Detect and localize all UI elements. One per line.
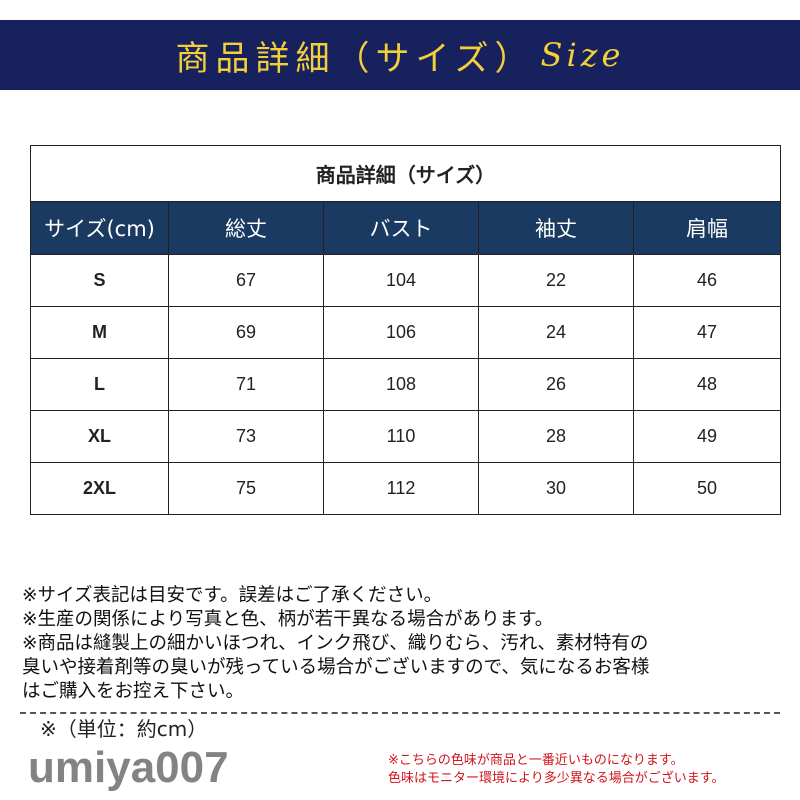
note-line: ※商品は縫製上の細かいほつれ、インク飛び、織りむら、汚れ、素材特有の (22, 633, 649, 654)
note-line: はご購入をお控え下さい。 (22, 681, 245, 702)
note-line: ※サイズ表記は目安です。誤差はご了承ください。 (22, 585, 443, 606)
table-row: M 69 106 24 47 (30, 306, 782, 359)
measurement-cell: 75 (168, 462, 324, 515)
measurement-cell: 28 (478, 410, 634, 463)
size-label-cell: S (30, 254, 169, 307)
measurement-cell: 46 (632, 254, 782, 307)
measurement-cell: 112 (323, 462, 479, 515)
table-row: S 67 104 22 46 (30, 254, 782, 307)
measurement-cell: 67 (168, 254, 324, 307)
header-shoulder: 肩幅 (632, 201, 782, 255)
measurement-cell: 69 (168, 306, 324, 359)
dashed-divider (20, 712, 780, 714)
header-bust: バスト (323, 201, 479, 255)
note-line: ※生産の関係により写真と色、柄が若干異なる場合があります。 (22, 609, 554, 630)
measurement-cell: 49 (632, 410, 782, 463)
measurement-cell: 108 (323, 358, 479, 411)
header-length: 総丈 (168, 201, 324, 255)
table-title: 商品詳細（サイズ） (29, 145, 782, 202)
size-label-cell: M (30, 306, 169, 359)
table-row: XL 73 110 28 49 (30, 410, 782, 463)
measurement-cell: 110 (323, 410, 479, 463)
banner-title-suffix: Size (540, 36, 625, 74)
color-note-line: 色味はモニター環境により多少異なる場合がございます。 (388, 771, 725, 786)
measurement-cell: 22 (478, 254, 634, 307)
measurement-cell: 73 (168, 410, 324, 463)
notes: ※サイズ表記は目安です。誤差はご了承ください。 ※生産の関係により写真と色、柄が… (22, 584, 649, 704)
measurement-cell: 71 (168, 358, 324, 411)
header-sleeve: 袖丈 (478, 201, 634, 255)
title-banner: 商品詳細（サイズ） Size (0, 20, 800, 90)
size-table: 商品詳細（サイズ） サイズ(cm) 総丈 バスト 袖丈 肩幅 S 67 104 22 4… (29, 145, 782, 515)
header-size: サイズ(cm) (30, 201, 169, 255)
size-label-cell: L (30, 358, 169, 411)
measurement-cell: 48 (632, 358, 782, 411)
unit-note: ※（単位：約cm） (40, 717, 208, 741)
measurement-cell: 47 (632, 306, 782, 359)
size-label-cell: 2XL (30, 462, 169, 515)
table-header-row: サイズ(cm) 総丈 バスト 袖丈 肩幅 (30, 201, 782, 255)
measurement-cell: 50 (632, 462, 782, 515)
table-row: 2XL 75 112 30 50 (30, 462, 782, 515)
watermark: umiya007 (28, 743, 229, 792)
color-note: ※こちらの色味が商品と一番近いものになります。 色味はモニター環境により多少異な… (388, 752, 724, 788)
measurement-cell: 26 (478, 358, 634, 411)
table-row: L 71 108 26 48 (30, 358, 782, 411)
measurement-cell: 106 (323, 306, 479, 359)
measurement-cell: 104 (323, 254, 479, 307)
size-label-cell: XL (30, 410, 169, 463)
banner-title: 商品詳細（サイズ） (175, 38, 535, 79)
color-note-line: ※こちらの色味が商品と一番近いものになります。 (388, 753, 684, 768)
measurement-cell: 24 (478, 306, 634, 359)
note-line: 臭いや接着剤等の臭いが残っている場合がございますので、気になるお客様 (22, 657, 650, 678)
measurement-cell: 30 (478, 462, 634, 515)
